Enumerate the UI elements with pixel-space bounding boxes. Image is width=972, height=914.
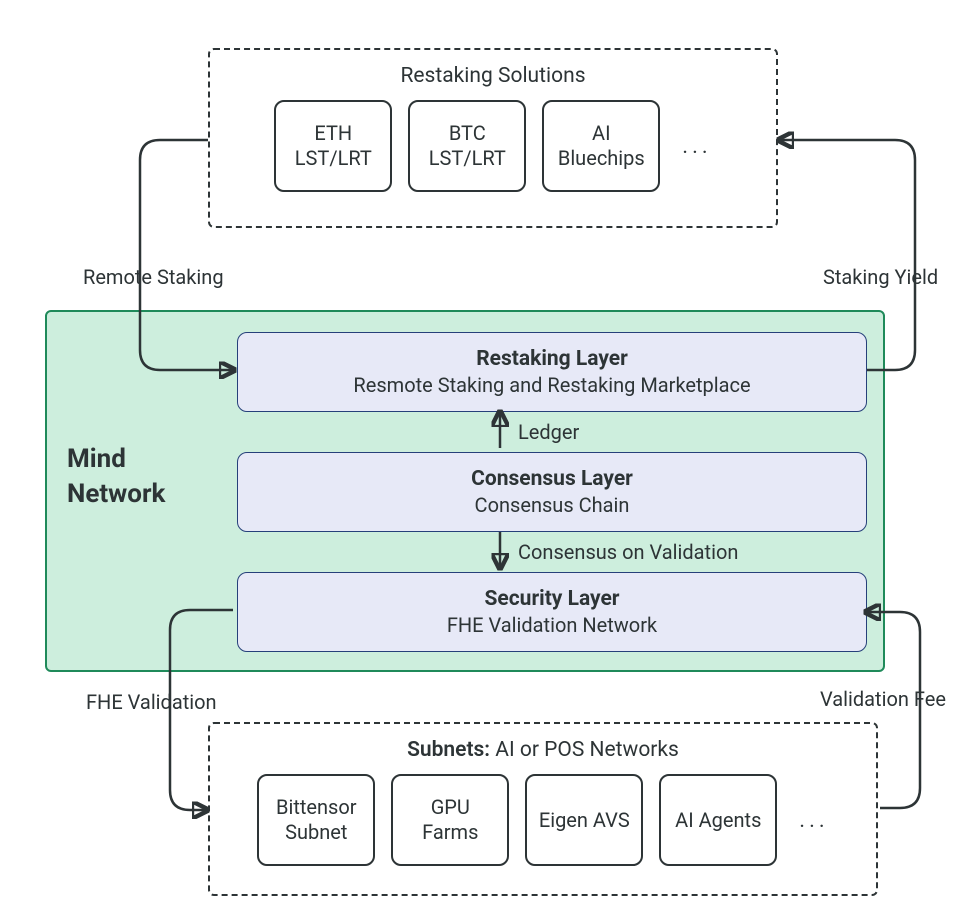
restaking-solutions-items: ETHLST/LRT BTCLST/LRT AIBluechips ... — [210, 100, 776, 192]
card-btc-lst: BTCLST/LRT — [408, 100, 526, 192]
label-validation-fee: Validation Fee — [820, 687, 946, 711]
card-bittensor: BittensorSubnet — [257, 774, 375, 866]
mind-network-container: MindNetwork Restaking Layer Resmote Stak… — [45, 310, 885, 672]
label-consensus-validation: Consensus on Validation — [518, 540, 738, 564]
restaking-solutions-group: Restaking Solutions ETHLST/LRT BTCLST/LR… — [208, 48, 778, 228]
layer-restaking: Restaking Layer Resmote Staking and Rest… — [237, 332, 867, 412]
card-eigen-avs: Eigen AVS — [525, 774, 643, 866]
card-ai-agents: AI Agents — [659, 774, 777, 866]
subnets-title: Subnets: AI or POS Networks — [210, 738, 876, 762]
mind-network-label: MindNetwork — [67, 442, 165, 512]
subnets-title-rest: AI or POS Networks — [490, 738, 679, 762]
layer-consensus-sub: Consensus Chain — [238, 493, 866, 517]
card-gpu-farms: GPUFarms — [391, 774, 509, 866]
label-fhe-validation: FHE Validation — [86, 690, 217, 714]
label-ledger: Ledger — [518, 420, 579, 444]
layer-security-sub: FHE Validation Network — [238, 613, 866, 637]
layer-security: Security Layer FHE Validation Network — [237, 572, 867, 652]
subnets-title-prefix: Subnets: — [407, 738, 490, 762]
subnets-ellipsis: ... — [799, 808, 828, 833]
label-staking-yield: Staking Yield — [823, 265, 938, 289]
layer-consensus: Consensus Layer Consensus Chain — [237, 452, 867, 532]
diagram-canvas: Restaking Solutions ETHLST/LRT BTCLST/LR… — [0, 0, 972, 914]
subnets-group: Subnets: AI or POS Networks BittensorSub… — [208, 722, 878, 896]
layer-restaking-title: Restaking Layer — [238, 347, 866, 371]
layer-consensus-title: Consensus Layer — [238, 467, 866, 491]
restaking-ellipsis: ... — [682, 134, 711, 159]
restaking-solutions-title: Restaking Solutions — [210, 64, 776, 88]
label-remote-staking: Remote Staking — [83, 265, 224, 289]
card-eth-lst: ETHLST/LRT — [274, 100, 392, 192]
layer-restaking-sub: Resmote Staking and Restaking Marketplac… — [238, 373, 866, 397]
card-ai-bluechips: AIBluechips — [542, 100, 660, 192]
layer-security-title: Security Layer — [238, 587, 866, 611]
subnets-items: BittensorSubnet GPUFarms Eigen AVS AI Ag… — [210, 774, 876, 866]
